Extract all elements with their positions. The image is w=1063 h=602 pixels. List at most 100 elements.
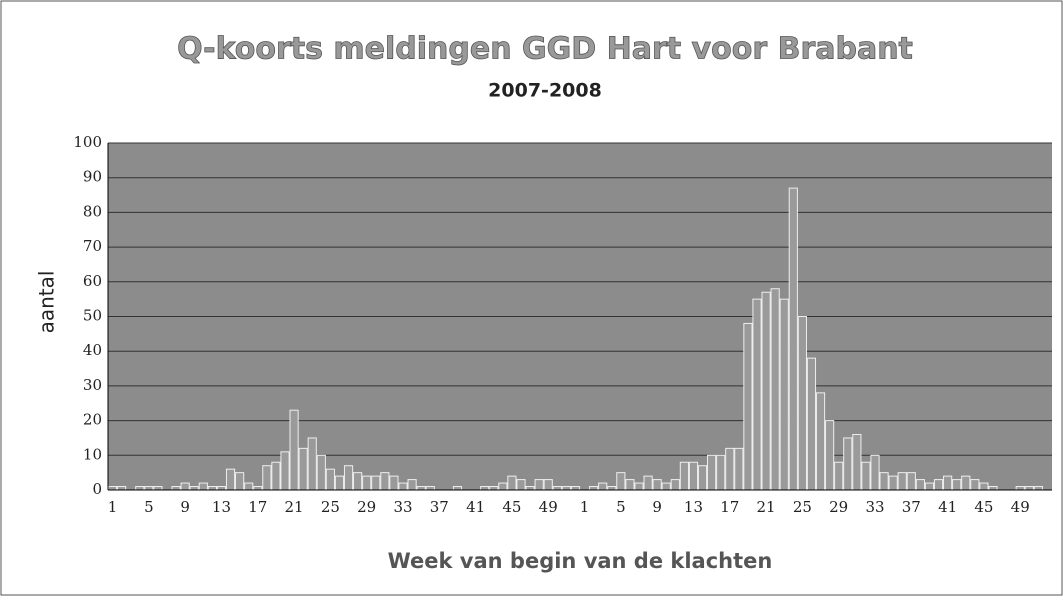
x-tick-label: 25 bbox=[793, 498, 812, 516]
bar bbox=[933, 479, 944, 491]
x-tick-label: 29 bbox=[357, 498, 376, 516]
y-tick-label: 90 bbox=[83, 168, 102, 186]
bar bbox=[189, 486, 199, 491]
bar bbox=[888, 475, 898, 491]
bar bbox=[943, 475, 953, 491]
bar bbox=[107, 486, 118, 491]
y-tick-label: 20 bbox=[83, 411, 102, 429]
bar bbox=[534, 479, 544, 491]
y-tick-label: 0 bbox=[92, 480, 102, 498]
bar bbox=[707, 454, 717, 491]
bar bbox=[861, 461, 871, 491]
y-tick-label: 70 bbox=[83, 237, 102, 255]
x-tick-label: 13 bbox=[684, 498, 703, 516]
bar bbox=[915, 479, 925, 491]
chart-subtitle: 2007-2008 bbox=[488, 80, 602, 102]
bar bbox=[870, 454, 880, 491]
bar bbox=[688, 461, 699, 491]
bar bbox=[480, 486, 490, 491]
bar bbox=[979, 482, 989, 491]
y-axis-label: aantal bbox=[35, 271, 59, 334]
bar bbox=[952, 479, 962, 491]
x-axis-label: Week van begin van de klachten bbox=[388, 549, 773, 573]
bar bbox=[716, 454, 726, 491]
bar bbox=[788, 187, 798, 491]
bar bbox=[271, 461, 281, 491]
bar bbox=[316, 454, 326, 491]
bar bbox=[180, 482, 190, 491]
y-tick-label: 40 bbox=[83, 341, 102, 359]
chart-title: Q-koorts meldingen GGD Hart voor Brabant bbox=[177, 32, 913, 67]
bar bbox=[117, 486, 127, 491]
bar bbox=[770, 288, 780, 491]
bar bbox=[516, 479, 526, 491]
x-tick-label: 37 bbox=[430, 498, 449, 516]
x-tick-label: 1 bbox=[580, 498, 590, 516]
bar bbox=[380, 472, 390, 491]
y-tick-label: 10 bbox=[83, 445, 102, 463]
y-tick-label: 60 bbox=[83, 272, 102, 290]
bar bbox=[761, 291, 771, 491]
x-tick-label: 17 bbox=[720, 498, 739, 516]
bar bbox=[779, 298, 789, 491]
bar bbox=[834, 461, 844, 491]
bar bbox=[815, 392, 826, 491]
bar bbox=[570, 486, 581, 491]
x-tick-label: 33 bbox=[393, 498, 412, 516]
bar bbox=[589, 486, 599, 491]
bar bbox=[153, 486, 163, 491]
x-tick-label: 49 bbox=[1011, 498, 1030, 516]
bar bbox=[734, 447, 744, 491]
bar bbox=[1033, 486, 1043, 491]
x-tick-label: 9 bbox=[180, 498, 190, 516]
bar bbox=[307, 437, 317, 491]
bar bbox=[325, 468, 335, 491]
y-tick-label: 30 bbox=[83, 376, 102, 394]
bar bbox=[743, 322, 753, 491]
x-tick-label: 5 bbox=[144, 498, 154, 516]
bar bbox=[961, 475, 971, 491]
bar bbox=[634, 482, 644, 491]
bar bbox=[825, 420, 835, 491]
bar bbox=[289, 409, 299, 491]
bar bbox=[207, 486, 217, 491]
bar bbox=[1024, 486, 1034, 491]
bar bbox=[670, 479, 680, 491]
bar bbox=[216, 486, 227, 491]
bar bbox=[507, 475, 517, 491]
x-tick-label: 37 bbox=[902, 498, 921, 516]
bar bbox=[652, 479, 662, 491]
bar bbox=[879, 472, 889, 491]
bar bbox=[144, 486, 154, 491]
bar bbox=[489, 486, 499, 491]
bar bbox=[135, 486, 145, 491]
x-tick-label: 41 bbox=[466, 498, 485, 516]
bar bbox=[806, 357, 817, 491]
bar bbox=[334, 475, 345, 491]
x-tick-label: 21 bbox=[285, 498, 304, 516]
bar bbox=[924, 482, 935, 491]
x-tick-label: 33 bbox=[865, 498, 884, 516]
bar bbox=[253, 486, 263, 491]
bar bbox=[416, 486, 426, 491]
bar bbox=[425, 486, 435, 491]
x-tick-label: 1 bbox=[108, 498, 118, 516]
bar bbox=[543, 479, 553, 491]
bar bbox=[389, 475, 399, 491]
bar bbox=[298, 447, 308, 491]
bar bbox=[607, 486, 617, 491]
x-tick-label: 45 bbox=[502, 498, 521, 516]
bar bbox=[897, 472, 907, 491]
bar bbox=[371, 475, 381, 491]
bar bbox=[643, 475, 653, 491]
bar bbox=[598, 482, 608, 491]
bar bbox=[498, 482, 508, 491]
bar bbox=[407, 479, 417, 491]
bar bbox=[561, 486, 571, 491]
bar bbox=[198, 482, 208, 491]
bar bbox=[797, 316, 807, 491]
y-tick-label: 50 bbox=[83, 307, 102, 325]
x-tick-label: 17 bbox=[248, 498, 267, 516]
x-tick-label: 5 bbox=[616, 498, 626, 516]
bar bbox=[225, 468, 236, 491]
